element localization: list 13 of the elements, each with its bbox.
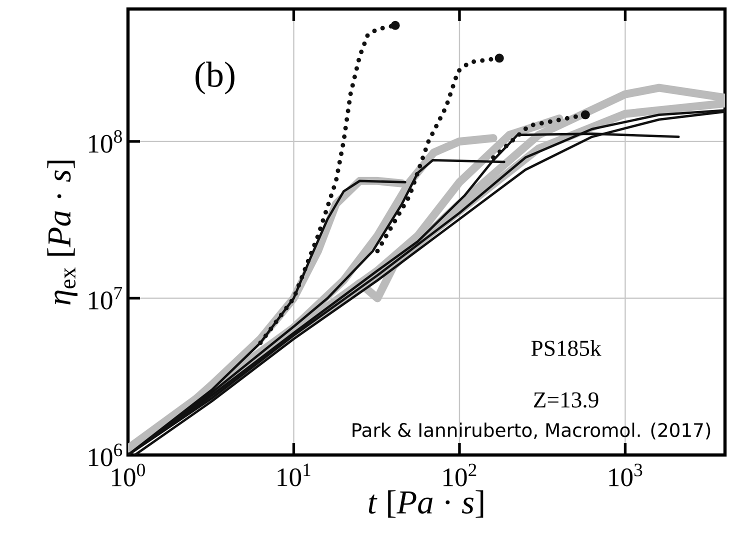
annotation: (b) xyxy=(196,62,234,94)
x-tick-label: 10$^{1}$ xyxy=(278,464,310,486)
y-axis-title: η$_{ex}$ [Pa · s] xyxy=(47,160,78,305)
x-tick-label: 10$^{2}$ xyxy=(443,464,476,486)
annotation: Park & Ianniruberto, Macromol. (2017) xyxy=(352,422,710,440)
annotation: PS185k xyxy=(531,340,602,356)
x-tick-label: 10$^{0}$ xyxy=(112,464,145,486)
y-tick-label: 10$^{6}$ xyxy=(88,444,122,466)
x-axis-title: t [Pa · s] xyxy=(368,490,484,518)
y-tick-label: 10$^{7}$ xyxy=(88,286,122,310)
annotation: Z=13.9 xyxy=(534,392,598,408)
x-tick-label: 10$^{3}$ xyxy=(609,464,642,486)
y-tick-label: 10$^{8}$ xyxy=(88,130,122,153)
